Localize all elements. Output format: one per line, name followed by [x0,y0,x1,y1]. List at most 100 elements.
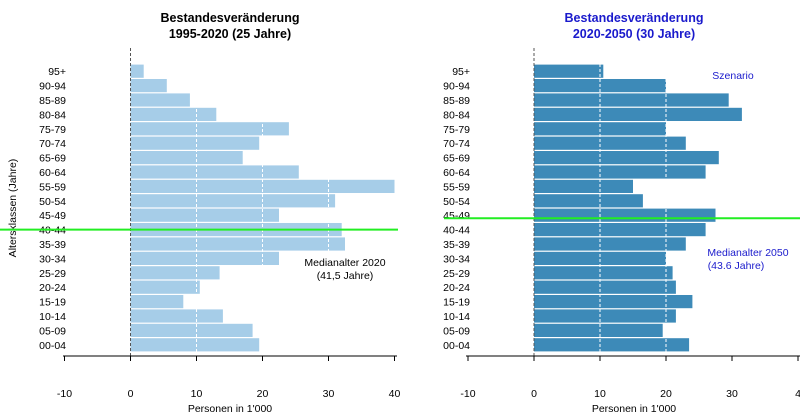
right-chart-category-label: 10-14 [443,311,470,323]
left-chart-bar-15-19 [130,295,184,309]
right-chart-bar-60-64 [534,165,706,179]
right-chart-median-annotation-line1: Medianalter 2050 [707,247,788,259]
left-chart-category-label: 90-94 [39,81,66,93]
right-chart-tick-label: 30 [726,388,738,400]
right-chart-category-label: 80-84 [443,109,470,121]
right-chart-median-annotation-line2: (43.6 Jahre) [708,260,765,272]
left-chart-bar-90-94 [130,79,167,93]
left-chart-title-line1: Bestandesveränderung [161,11,300,25]
left-chart-grid [196,64,329,355]
left-chart-category-label: 30-34 [39,253,66,265]
right-chart-bar-05-09 [534,323,663,337]
right-chart-grid [599,64,667,355]
right-chart-x-ticks: -10 0 10 20 30 4 [460,356,800,400]
right-chart-category-label: 95+ [452,66,470,78]
left-chart-category-label: 95+ [48,66,66,78]
right-chart-category-label: 30-34 [443,253,470,265]
left-chart-category-label: 25-29 [39,268,66,280]
left-chart-category-labels: 95+ 90-94 85-89 80-84 75-79 70-74 65-69 60-64 55… [39,66,66,352]
left-chart-bar-00-04 [130,338,260,352]
right-chart-tick-label: 0 [531,388,537,400]
right-chart-bars [534,64,742,352]
right-chart-bar-85-89 [534,93,729,107]
left-chart-bar-50-54 [130,194,336,208]
right-chart-category-label: 50-54 [443,196,470,208]
right-chart-category-label: 35-39 [443,239,470,251]
left-chart-category-label: 75-79 [39,124,66,136]
right-chart-category-label: 55-59 [443,181,470,193]
right-chart-title-line1: Bestandesveränderung [565,11,704,25]
left-chart-category-label: 80-84 [39,109,66,121]
left-chart-category-label: 10-14 [39,311,66,323]
left-chart-bar-75-79 [130,122,289,136]
left-chart-bar-25-29 [130,266,220,280]
right-chart-bar-30-34 [534,251,666,265]
left-chart-category-label: 55-59 [39,181,66,193]
right-chart-bar-50-54 [534,194,643,208]
left-chart-bar-35-39 [130,237,345,251]
right-chart-category-label: 65-69 [443,153,470,165]
right-chart-scenario-label: Szenario [712,70,754,82]
right-chart-bar-10-14 [534,309,676,323]
right-chart-bar-75-79 [534,122,666,136]
left-chart-bar-45-49 [130,208,279,222]
right-chart-bar-95+ [534,64,604,78]
left-chart-bar-95+ [130,64,144,78]
right-chart-category-label: 45-49 [443,210,470,222]
y-axis-label: Altersklassen (Jahre) [7,159,19,258]
right-chart-category-labels: 95+ 90-94 85-89 80-84 75-79 70-74 65-69 60-64 55… [443,66,470,352]
left-chart-category-label: 35-39 [39,239,66,251]
right-chart-category-label: 60-64 [443,167,470,179]
right-chart-bar-00-04 [534,338,690,352]
left-chart-tick-label: 20 [257,388,269,400]
left-chart-median-annotation-line2: (41,5 Jahre) [317,270,374,282]
right-chart-bar-35-39 [534,237,686,251]
left-chart-tick-label: 0 [128,388,134,400]
left-chart-category-label: 50-54 [39,196,66,208]
right-chart-category-label: 40-44 [443,225,470,237]
left-chart-bar-70-74 [130,136,260,150]
right-chart-category-label: 25-29 [443,268,470,280]
right-chart-category-label: 85-89 [443,95,470,107]
right-chart-category-label: 00-04 [443,340,470,352]
right-chart-category-label: 70-74 [443,138,470,150]
left-chart-title-line2: 1995-2020 (25 Jahre) [169,27,291,41]
left-chart-category-label: 20-24 [39,282,66,294]
left-chart-bar-30-34 [130,251,279,265]
right-chart-tick-label: -10 [460,388,475,400]
right-chart-bar-80-84 [534,107,742,121]
right-chart-tick-label: 4 [795,388,800,400]
left-chart-tick-label: -10 [57,388,72,400]
right-chart-title-line2: 2020-2050 (30 Jahre) [573,27,695,41]
right-chart-category-label: 75-79 [443,124,470,136]
left-chart-category-label: 60-64 [39,167,66,179]
left-chart-category-label: 65-69 [39,153,66,165]
right-chart-category-label: 20-24 [443,282,470,294]
right-chart-bar-65-69 [534,151,719,165]
left-chart-bar-10-14 [130,309,223,323]
right-chart-bar-55-59 [534,179,633,193]
left-chart-bar-65-69 [130,151,243,165]
left-chart-tick-label: 40 [389,388,401,400]
left-chart-bars [130,64,395,352]
left-chart-tick-label: 10 [191,388,203,400]
right-chart: Bestandesveränderung 2020-2050 (30 Jahre… [443,11,800,415]
left-chart-tick-label: 30 [323,388,335,400]
left-chart-category-label: 70-74 [39,138,66,150]
left-chart-category-label: 05-09 [39,325,66,337]
left-chart-bar-60-64 [130,165,299,179]
right-chart-category-label: 15-19 [443,297,470,309]
left-chart-x-ticks: -10 0 10 20 30 40 [57,356,401,400]
left-chart-x-axis-label: Personen in 1'000 [188,403,272,415]
left-chart: Bestandesveränderung 1995-2020 (25 Jahre… [39,11,400,415]
right-chart-bar-45-49 [534,208,716,222]
right-chart-bar-20-24 [534,280,676,294]
left-chart-bar-20-24 [130,280,200,294]
left-chart-category-label: 15-19 [39,297,66,309]
right-chart-tick-label: 20 [660,388,672,400]
right-chart-bar-25-29 [534,266,673,280]
right-chart-x-axis-label: Personen in 1'000 [592,403,676,415]
left-chart-category-label: 85-89 [39,95,66,107]
right-chart-category-label: 05-09 [443,325,470,337]
